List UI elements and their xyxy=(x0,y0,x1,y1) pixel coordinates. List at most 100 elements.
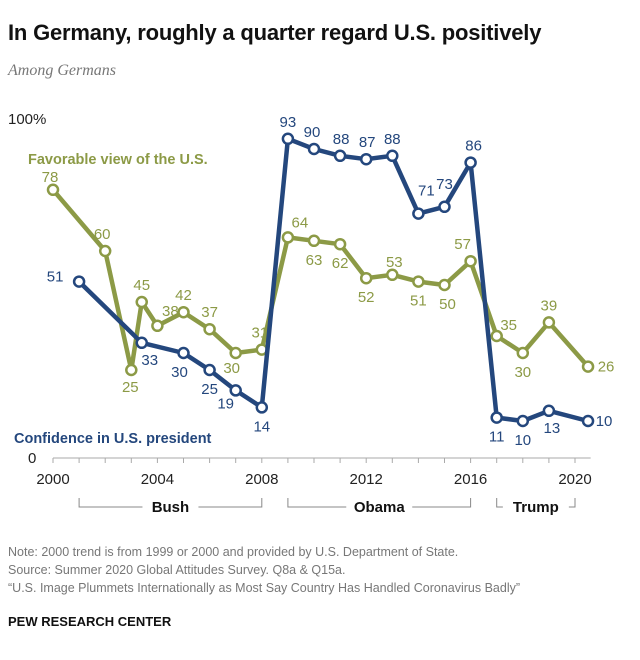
x-tick-label: 2008 xyxy=(245,471,278,488)
favorable-point xyxy=(412,275,425,288)
confidence-data-label: 71 xyxy=(418,183,435,200)
favorable-data-label: 64 xyxy=(292,214,309,231)
x-tick-label: 2012 xyxy=(350,471,383,488)
favorable-data-label: 45 xyxy=(133,277,150,294)
favorable-data-label: 53 xyxy=(386,254,403,271)
favorable-point xyxy=(203,322,216,336)
chart-title: In Germany, roughly a quarter regard U.S… xyxy=(8,20,542,45)
confidence-data-label: 25 xyxy=(201,381,218,398)
favorable-point xyxy=(359,271,373,285)
x-tick-label: 2000 xyxy=(36,471,69,488)
favorable-point xyxy=(135,295,148,309)
confidence-point xyxy=(333,149,347,163)
confidence-data-label: 93 xyxy=(280,114,297,131)
source-text: Source: Summer 2020 Global Attitudes Sur… xyxy=(8,563,346,577)
favorable-point xyxy=(464,254,477,268)
notes: Note: 2000 trend is from 1999 or 2000 an… xyxy=(8,543,520,597)
favorable-data-label: 42 xyxy=(175,287,192,304)
confidence-point xyxy=(255,401,269,414)
chart-subtitle: Among Germans xyxy=(8,62,116,79)
confidence-data-label: 13 xyxy=(544,420,561,437)
confidence-data-label: 33 xyxy=(141,352,158,369)
confidence-data-label: 73 xyxy=(436,176,453,193)
favorable-data-label: 35 xyxy=(500,317,517,334)
president-label: Obama xyxy=(354,499,406,516)
confidence-data-label: 51 xyxy=(47,269,64,286)
confidence-data-label: 88 xyxy=(384,131,401,148)
y-top-label: 100% xyxy=(8,111,46,128)
confidence-data-label: 14 xyxy=(253,418,270,435)
note-text: Note: 2000 trend is from 1999 or 2000 an… xyxy=(8,545,459,559)
favorable-point xyxy=(177,305,190,319)
brand-logo-text: PEW RESEARCH CENTER xyxy=(8,614,172,629)
favorable-point xyxy=(307,234,321,248)
favorable-point xyxy=(516,346,530,360)
favorable-point xyxy=(151,319,164,333)
favorable-series-label: Favorable view of the U.S. xyxy=(28,152,208,168)
confidence-point xyxy=(438,200,451,214)
report-title: “U.S. Image Plummets Internationally as … xyxy=(8,581,521,595)
y-bottom-label: 0 xyxy=(28,450,36,467)
confidence-point xyxy=(307,142,321,156)
favorable-point xyxy=(229,346,242,360)
favorable-data-label: 30 xyxy=(514,364,531,381)
president-bracket xyxy=(78,498,263,508)
president-label: Bush xyxy=(152,499,190,516)
confidence-point xyxy=(203,363,216,377)
confidence-data-label: 11 xyxy=(489,429,505,446)
favorable-data-label: 30 xyxy=(223,360,240,377)
confidence-point xyxy=(177,346,190,360)
favorable-data-label: 62 xyxy=(332,255,349,272)
favorable-point xyxy=(46,183,60,197)
confidence-data-label: 88 xyxy=(333,131,350,148)
favorable-data-label: 51 xyxy=(410,293,427,310)
president-bracket xyxy=(287,498,472,508)
confidence-point xyxy=(229,384,242,397)
confidence-data-label: 19 xyxy=(217,395,234,412)
confidence-point xyxy=(490,411,503,424)
confidence-series-label: Confidence in U.S. president xyxy=(14,431,212,447)
x-tick-label: 2016 xyxy=(454,471,487,488)
favorable-data-label: 38 xyxy=(162,303,179,320)
favorable-point xyxy=(438,278,451,292)
favorable-data-label: 57 xyxy=(454,236,471,253)
confidence-point xyxy=(386,149,399,163)
x-tick-label: 2020 xyxy=(558,471,591,488)
president-bracket xyxy=(496,498,576,508)
favorable-point xyxy=(333,237,347,251)
confidence-point xyxy=(135,336,148,350)
favorable-data-label: 78 xyxy=(42,169,59,186)
favorable-point xyxy=(281,231,295,244)
favorable-point xyxy=(490,329,503,343)
confidence-point xyxy=(412,207,425,220)
confidence-point xyxy=(359,152,373,166)
confidence-point xyxy=(516,414,530,428)
favorable-data-label: 26 xyxy=(598,359,615,376)
favorable-data-label: 60 xyxy=(94,226,111,243)
favorable-data-label: 52 xyxy=(358,289,375,306)
favorable-point xyxy=(386,268,399,282)
confidence-data-label: 90 xyxy=(304,124,321,141)
favorable-point xyxy=(98,244,112,258)
favorable-point xyxy=(542,316,556,329)
confidence-line xyxy=(77,136,589,424)
x-tick-label: 2004 xyxy=(141,471,174,488)
confidence-data-label: 10 xyxy=(514,432,531,449)
favorable-data-label: 39 xyxy=(541,297,558,314)
favorable-data-label: 37 xyxy=(201,304,218,321)
favorable-point xyxy=(125,363,138,377)
confidence-data-label: 10 xyxy=(596,413,613,430)
confidence-point xyxy=(464,156,477,169)
confidence-point xyxy=(581,414,595,428)
confidence-data-label: 87 xyxy=(359,134,376,151)
favorable-point xyxy=(581,360,595,373)
confidence-data-label: 86 xyxy=(465,138,482,155)
confidence-point xyxy=(281,132,295,146)
confidence-data-label: 30 xyxy=(171,364,188,381)
confidence-point xyxy=(542,404,556,418)
favorable-data-label: 31 xyxy=(251,325,268,342)
confidence-point xyxy=(72,275,86,288)
favorable-data-label: 50 xyxy=(439,296,456,313)
favorable-data-label: 25 xyxy=(122,379,139,396)
